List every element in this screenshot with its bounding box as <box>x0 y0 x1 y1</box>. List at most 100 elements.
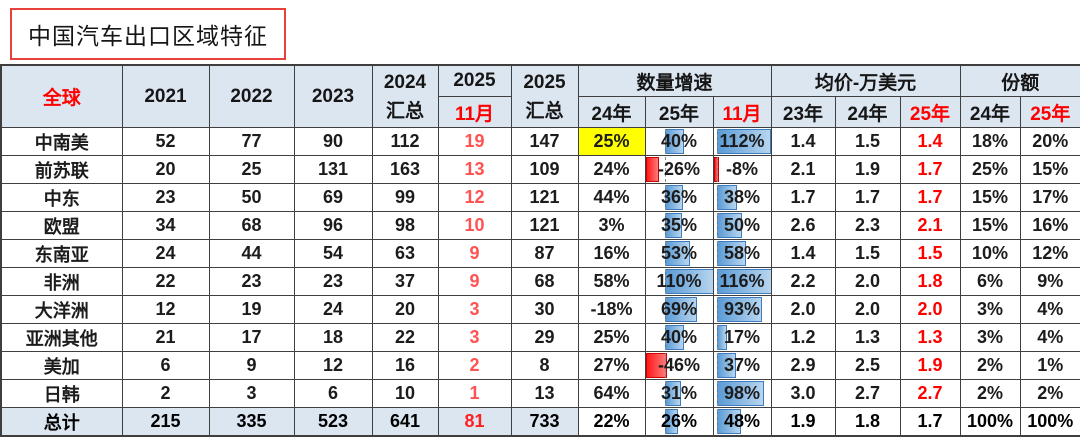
header-growth-nov: 11月 <box>712 96 772 128</box>
positive-data-bar <box>717 381 765 406</box>
cell-value: 1.7 <box>917 187 943 207</box>
bar-axis-line <box>665 381 667 406</box>
table-cell: 1.4 <box>899 127 961 156</box>
cell-value: 3.0 <box>790 383 816 403</box>
cell-value: 36% <box>660 187 698 207</box>
table-cell: 40% <box>644 323 714 352</box>
table-cell: 2.6 <box>770 211 836 240</box>
bar-axis-line <box>717 381 719 406</box>
table-cell: 2.0 <box>834 295 901 324</box>
header-nov: 11月 <box>437 96 512 128</box>
table-cell: 1.2 <box>770 323 836 352</box>
cell-value: 2.0 <box>854 271 881 291</box>
table-cell: 96 <box>293 211 373 240</box>
table-cell: 1.8 <box>834 407 901 437</box>
cell-value: 29 <box>534 327 555 347</box>
cell-value: 35% <box>660 215 698 235</box>
table-cell: 2.1 <box>899 211 961 240</box>
row-label: 亚洲其他 <box>0 323 123 352</box>
table-cell: 116% <box>712 267 772 296</box>
cell-value: 58% <box>593 271 630 291</box>
cell-value: 3 <box>469 299 480 319</box>
table-cell: 733 <box>510 407 579 437</box>
table-cell: 1 <box>437 379 512 408</box>
cell-value: 3% <box>976 327 1003 347</box>
cell-value: 48% <box>723 411 761 431</box>
cell-value: 12 <box>464 187 485 207</box>
table-cell: 4% <box>1019 295 1080 324</box>
table-cell: 90 <box>293 127 373 156</box>
table-cell: 12% <box>1019 239 1080 268</box>
table-cell: 58% <box>577 267 646 296</box>
cell-value: 日韩 <box>43 384 80 405</box>
cell-value: 50% <box>723 215 761 235</box>
table-cell: 24 <box>293 295 373 324</box>
cell-value: 非洲 <box>43 272 80 293</box>
table-cell: 109 <box>510 155 579 184</box>
cell-value: 99 <box>394 187 416 207</box>
table-cell: 48% <box>712 407 772 437</box>
cell-value: 16% <box>593 243 630 263</box>
header-2024-total: 2024 汇总 <box>371 64 439 128</box>
cell-value: 1.4 <box>790 243 816 263</box>
header-share-group: 份额 <box>959 64 1080 97</box>
table-cell: 9 <box>437 239 512 268</box>
table-cell: 34 <box>121 211 210 240</box>
cell-value: 东南亚 <box>34 244 89 265</box>
bar-axis-line <box>717 325 719 350</box>
cell-value: 美加 <box>43 356 80 377</box>
table-cell: 3% <box>959 295 1021 324</box>
page-title: 中国汽车出口区域特征 <box>10 8 286 60</box>
cell-value: 20 <box>394 299 416 319</box>
cell-value: 1.5 <box>917 243 943 263</box>
cell-value: 10% <box>971 243 1009 263</box>
table-cell: 8 <box>510 351 579 380</box>
table-cell: 2% <box>959 351 1021 380</box>
cell-value: 15% <box>971 187 1009 207</box>
table-cell: 36% <box>644 183 714 212</box>
table-row: 亚洲其他 21 17 18 22 3 29 25% 40% 17% 1.2 1.3 1.3 3% 4% <box>0 323 1080 352</box>
table-cell: 1% <box>1019 351 1080 380</box>
table-cell: 10 <box>437 211 512 240</box>
table-cell: 29 <box>510 323 579 352</box>
table-cell: 25% <box>577 323 646 352</box>
table-cell: 26% <box>644 407 714 437</box>
table-row: 日韩 2 3 6 10 1 13 64% 31% 98% 3.0 2.7 2.7 2% 2% <box>0 379 1080 408</box>
cell-value: 欧盟 <box>43 216 80 237</box>
cell-value: 1.9 <box>854 159 881 179</box>
table-cell: 6 <box>293 379 373 408</box>
cell-value: 13 <box>464 159 485 179</box>
bar-axis-line <box>665 241 667 266</box>
cell-value: 25% <box>593 327 630 347</box>
cell-value: 23 <box>155 187 176 207</box>
positive-data-bar <box>717 129 770 154</box>
cell-value: 20% <box>1032 131 1069 151</box>
cell-value: 69 <box>322 187 344 207</box>
table-cell: 40% <box>644 127 714 156</box>
table-cell: 53% <box>644 239 714 268</box>
table-cell: 1.3 <box>834 323 901 352</box>
table-cell: 37% <box>712 351 772 380</box>
bar-axis-line <box>665 129 667 154</box>
table-cell: 1.9 <box>899 351 961 380</box>
cell-value: 4% <box>1037 327 1064 347</box>
table-cell: 44 <box>208 239 295 268</box>
positive-data-bar <box>717 241 746 266</box>
bar-axis-line <box>665 409 667 434</box>
cell-value: 24% <box>593 159 630 179</box>
table-cell: 1.7 <box>834 183 901 212</box>
cell-value: 1.4 <box>917 131 943 151</box>
header-growth-25: 25年 <box>644 96 714 128</box>
table-cell: 68 <box>208 211 295 240</box>
table-cell: 1.5 <box>834 127 901 156</box>
header-2025: 2025 <box>437 64 512 97</box>
cell-value: 1.3 <box>854 327 881 347</box>
bar-axis-line <box>717 241 719 266</box>
table-cell: 12 <box>121 295 210 324</box>
cell-value: 641 <box>389 411 421 431</box>
table-cell: 523 <box>293 407 373 437</box>
table-cell: -46% <box>644 351 714 380</box>
table-cell: 69 <box>293 183 373 212</box>
table-cell: 44% <box>577 183 646 212</box>
cell-value: 总计 <box>43 412 80 433</box>
